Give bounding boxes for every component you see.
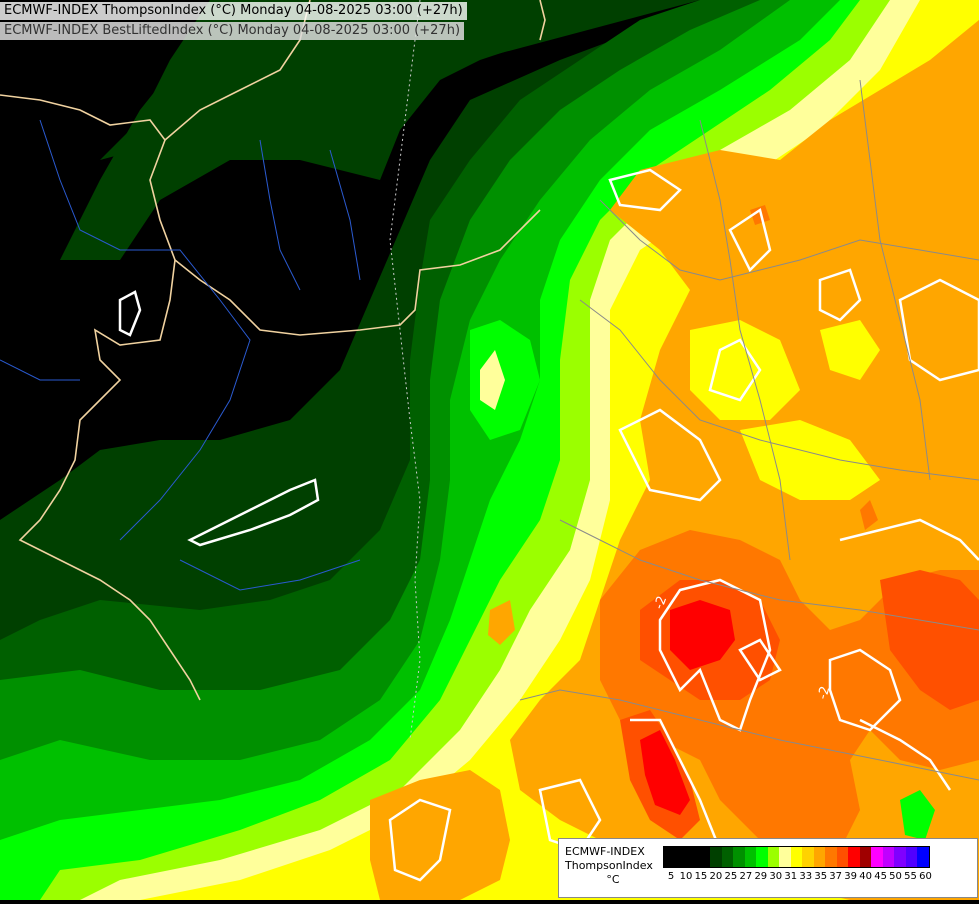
legend-swatch: [859, 847, 871, 867]
legend-unit: °C: [606, 873, 620, 886]
river-line: [0, 359, 80, 381]
admin-line: [859, 79, 931, 481]
legend-swatch: [687, 847, 699, 867]
legend-swatch: [733, 847, 745, 867]
contour-line: [738, 638, 782, 682]
legend-tick: 20: [709, 871, 723, 882]
admin-line: [519, 689, 979, 781]
field-layer-orange-south: [370, 770, 510, 900]
legend-tick: 15: [694, 871, 708, 882]
map-title-secondary: ECMWF-INDEX BestLiftedIndex (°C) Monday …: [0, 22, 465, 40]
legend-model: ECMWF-INDEX: [565, 845, 645, 858]
legend-tick: 33: [799, 871, 813, 882]
river-line: [39, 119, 251, 541]
field-layer-red-2: [640, 730, 690, 815]
legend-swatch: [779, 847, 791, 867]
contour-line: [859, 718, 952, 791]
legend-tick: 31: [784, 871, 798, 882]
map-title-primary: ECMWF-INDEX ThompsonIndex (°C) Monday 04…: [0, 2, 467, 20]
rivers: [0, 119, 361, 591]
border-line: [0, 94, 201, 701]
contour-line: [187, 478, 320, 547]
border-line: [539, 0, 546, 41]
legend-tick: 5: [667, 871, 675, 882]
legend-swatch: [790, 847, 802, 867]
legend-tick: 27: [739, 871, 753, 882]
bestlifted-contours: [118, 168, 979, 882]
field-layer-yellow-hole-3: [820, 320, 880, 380]
legend-swatch: [710, 847, 722, 867]
legend-swatch: [664, 847, 676, 867]
admin-line: [599, 199, 979, 281]
legend-swatch: [917, 847, 929, 867]
legend-swatch: [767, 847, 779, 867]
legend-swatch: [894, 847, 906, 867]
legend-tick: 55: [904, 871, 917, 882]
legend-tick: 30: [769, 871, 783, 882]
field-layer-red-1: [670, 600, 735, 670]
legend-swatch: [882, 847, 894, 867]
legend-tick: 40: [859, 871, 872, 882]
contour-line: [118, 290, 142, 337]
legend-ticks: 5 10 15 20 25 27 29 30 31 33 35 37 39 40 45 50 55 60: [663, 871, 979, 885]
field-layer-orange-blob: [488, 600, 515, 645]
legend-swatch: [848, 847, 860, 867]
contour-line: [708, 338, 762, 402]
contour-label: -2: [652, 594, 671, 611]
legend-tick: 60: [919, 871, 932, 882]
legend-tick: 50: [889, 871, 902, 882]
field-layer-yellow-hole-1: [690, 320, 800, 420]
contour-line: [658, 578, 772, 732]
legend-tick: 35: [814, 871, 828, 882]
legend-tick: 25: [724, 871, 738, 882]
contour-label: -2: [815, 685, 833, 701]
legend-swatch: [871, 847, 883, 867]
river-line: [329, 149, 361, 281]
field-layer-darkorange-4: [880, 570, 979, 710]
legend-swatch: [698, 847, 710, 867]
field-layer-yellow-hole-2: [740, 420, 880, 500]
legend-label: ECMWF-INDEX ThompsonIndex °C: [565, 845, 661, 887]
legend-swatch: [802, 847, 814, 867]
legend-tick: 45: [874, 871, 887, 882]
contour-line: [538, 778, 602, 852]
legend-swatch: [905, 847, 917, 867]
dotted-boundary: [389, 0, 421, 741]
field-layer-paleyellow-inlet: [480, 350, 505, 410]
legend-swatch: [756, 847, 768, 867]
legend-tick: 29: [754, 871, 768, 882]
legend-swatch: [721, 847, 733, 867]
legend-tick: 37: [829, 871, 843, 882]
admin-line: [559, 519, 979, 631]
field-layer-darkgreen-2: [60, 0, 540, 260]
admin-line: [579, 299, 979, 481]
contour-line: [618, 408, 722, 502]
contour-line: [818, 268, 862, 322]
field-layer-green-corner: [900, 790, 935, 840]
contour-line: [728, 207, 772, 273]
river-line: [259, 139, 301, 291]
legend-swatch: [825, 847, 837, 867]
legend-tick: 10: [679, 871, 693, 882]
admin-line: [699, 119, 791, 561]
legend-swatch: [744, 847, 756, 867]
legend-swatch: [813, 847, 825, 867]
legend-param: ThompsonIndex: [565, 859, 653, 872]
legend-swatch: [675, 847, 687, 867]
contour-line: [828, 648, 902, 732]
contour-line: [839, 518, 979, 561]
legend-colorbar: [663, 846, 930, 868]
legend-tick: 39: [844, 871, 858, 882]
border-line: [174, 209, 541, 336]
river-line: [179, 559, 361, 591]
field-layer-red-4: [860, 500, 878, 530]
contour-line: [388, 798, 452, 882]
legend-swatch: [836, 847, 848, 867]
contour-line: [608, 168, 682, 212]
color-legend: ECMWF-INDEX ThompsonIndex °C 5 10 15 20 25 27…: [558, 838, 978, 898]
admin-lines: [519, 79, 979, 781]
